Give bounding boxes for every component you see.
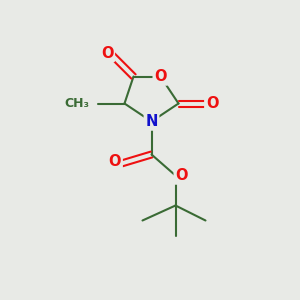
Text: N: N	[145, 114, 158, 129]
Text: CH₃: CH₃	[64, 97, 89, 110]
Text: O: O	[154, 69, 167, 84]
Text: O: O	[175, 168, 188, 183]
Text: O: O	[101, 46, 113, 61]
Text: O: O	[109, 154, 121, 169]
Text: O: O	[206, 96, 218, 111]
